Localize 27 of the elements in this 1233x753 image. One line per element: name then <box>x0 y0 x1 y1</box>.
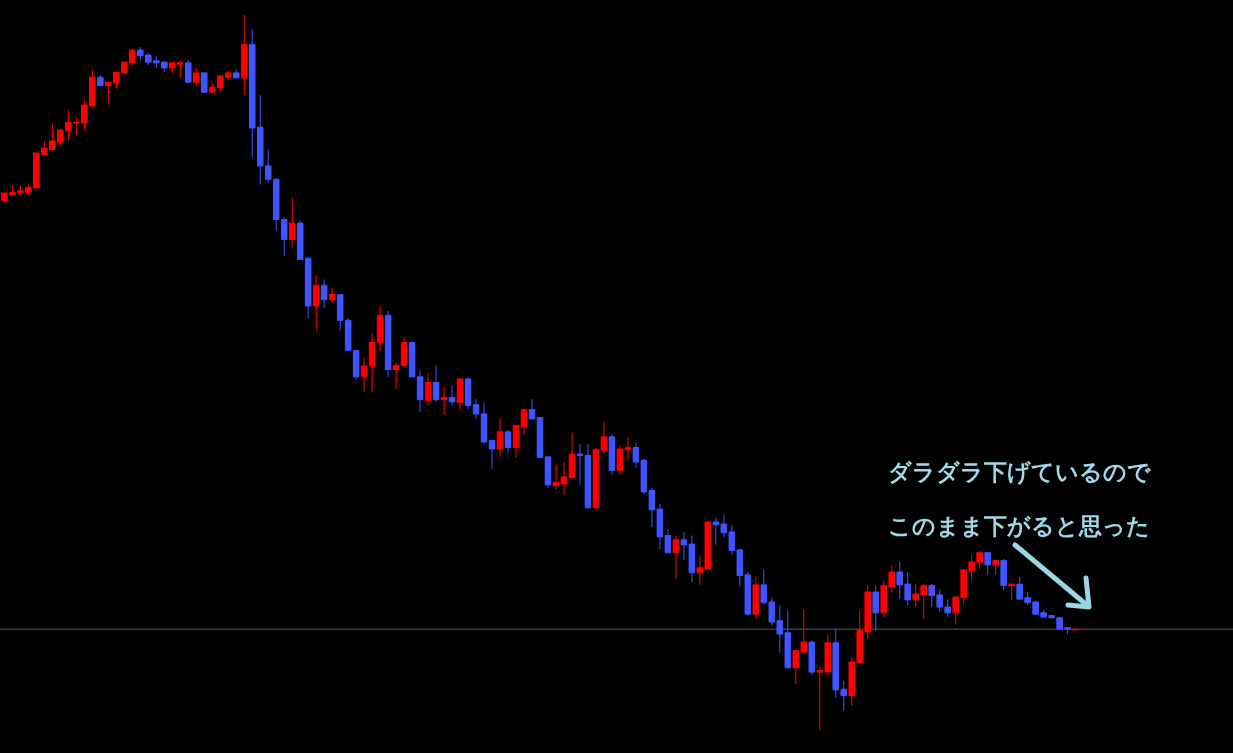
candlestick <box>496 418 504 458</box>
candlestick <box>456 378 464 411</box>
candlestick <box>600 421 608 455</box>
candlestick <box>440 386 448 416</box>
candlestick <box>552 464 560 491</box>
candlestick <box>312 274 320 331</box>
candlestick <box>560 462 568 496</box>
candlestick <box>672 535 680 580</box>
candlestick <box>1008 583 1015 602</box>
annotation: このまま下がると思った <box>888 513 1150 539</box>
candlestick <box>488 439 496 470</box>
candlestick <box>872 585 880 632</box>
candlestick <box>504 429 512 454</box>
annotation: ダラダラ下げているので <box>888 459 1151 485</box>
candlestick <box>512 424 520 459</box>
candlestick <box>984 552 991 575</box>
candlestick <box>200 72 208 93</box>
candlestick <box>520 409 528 436</box>
candlestick <box>424 373 432 406</box>
candlestick <box>448 384 456 406</box>
candlestick <box>288 196 296 248</box>
candlestick <box>568 432 576 480</box>
candlestick <box>576 443 584 486</box>
candlestick <box>184 59 192 83</box>
candlestick <box>320 279 328 309</box>
candlestick <box>432 364 440 403</box>
candlestick <box>528 398 536 420</box>
